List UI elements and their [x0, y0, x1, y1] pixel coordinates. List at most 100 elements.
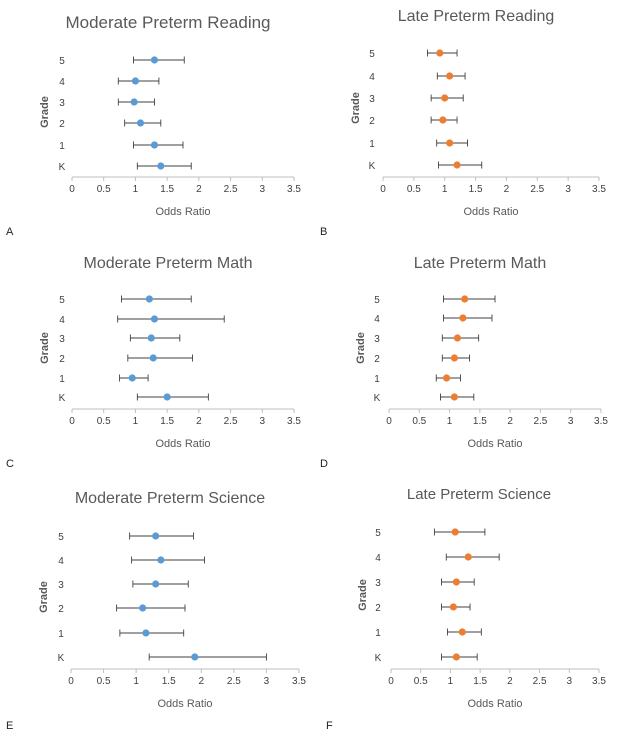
grade-tick-label: 3 [374, 334, 380, 345]
grade-tick-label: 1 [375, 628, 381, 639]
data-point [461, 295, 469, 303]
panel-title: Late Preterm Science [407, 486, 551, 503]
grade-tick-label: 2 [375, 603, 381, 614]
grade-tick-label: 2 [369, 116, 375, 127]
x-tick-label: 3 [568, 416, 574, 427]
grade-tick-label: K [59, 393, 66, 404]
data-point [147, 334, 155, 342]
panel-title: Moderate Preterm Reading [65, 13, 270, 32]
grade-tick-label: 4 [58, 556, 64, 567]
data-point [446, 139, 454, 147]
x-tick-label: 0 [69, 184, 75, 195]
x-tick-label: 3 [565, 184, 571, 195]
panel-letter: F [326, 720, 333, 732]
x-tick-label: 2.5 [224, 416, 238, 427]
data-point [128, 374, 136, 382]
grade-tick-label: 2 [59, 119, 65, 130]
data-point [442, 374, 451, 382]
grade-tick-label: 1 [59, 374, 65, 385]
data-point [439, 116, 447, 124]
grade-tick-label: 3 [375, 578, 381, 589]
y-axis-label: Grade [350, 92, 362, 124]
x-tick-label: 1 [133, 184, 139, 195]
data-point [136, 119, 145, 127]
panel-letter: B [320, 226, 327, 238]
grade-tick-label: 4 [59, 77, 65, 88]
panel-letter: D [320, 458, 328, 470]
x-tick-label: 1 [448, 676, 454, 687]
x-tick-label: 0.5 [97, 416, 111, 427]
y-axis-label: Grade [355, 332, 367, 364]
grade-tick-label: 3 [369, 94, 375, 105]
x-tick-label: 3.5 [592, 184, 606, 195]
x-axis-label: Odds Ratio [467, 438, 522, 450]
grade-tick-label: 1 [369, 139, 375, 150]
panel-letter: C [6, 458, 14, 470]
x-tick-label: 2.5 [533, 416, 547, 427]
x-tick-label: 0.5 [407, 184, 421, 195]
x-tick-label: 3 [567, 676, 573, 687]
data-point [452, 578, 460, 586]
x-tick-label: 3.5 [594, 416, 608, 427]
x-tick-label: 0.5 [412, 416, 426, 427]
x-tick-label: 0.5 [97, 184, 111, 195]
y-axis-label: Grade [39, 332, 51, 364]
x-tick-label: 1 [442, 184, 448, 195]
x-tick-label: 3.5 [287, 184, 301, 195]
data-point [436, 49, 444, 57]
x-axis-label: Odds Ratio [463, 206, 518, 218]
x-tick-label: 2 [196, 416, 202, 427]
x-axis-label: Odds Ratio [155, 438, 210, 450]
x-tick-label: 0.5 [414, 676, 428, 687]
x-tick-label: 1.5 [160, 184, 174, 195]
grade-tick-label: 5 [58, 532, 64, 543]
data-point [152, 580, 160, 588]
x-tick-label: 1.5 [162, 676, 176, 687]
data-point [150, 56, 159, 64]
data-point [458, 628, 466, 636]
data-point [453, 161, 461, 169]
x-tick-label: 3.5 [292, 676, 306, 687]
x-tick-label: 1.5 [473, 416, 487, 427]
grade-tick-label: K [58, 653, 65, 664]
data-point [150, 315, 159, 323]
y-axis-label: Grade [38, 581, 50, 613]
x-tick-label: 2 [507, 676, 513, 687]
data-point [149, 354, 157, 362]
data-point [139, 604, 147, 612]
data-point [441, 94, 449, 102]
x-tick-label: 0 [69, 416, 75, 427]
x-tick-label: 2 [196, 184, 202, 195]
x-tick-label: 3 [264, 676, 270, 687]
x-tick-label: 2 [507, 416, 513, 427]
data-point [459, 314, 467, 322]
data-point [142, 629, 150, 637]
grade-tick-label: 1 [59, 141, 65, 152]
grade-tick-label: 2 [59, 354, 65, 365]
grade-tick-label: 1 [374, 374, 380, 385]
grade-tick-label: 2 [58, 604, 64, 615]
data-point [191, 653, 199, 661]
grade-tick-label: 4 [375, 553, 381, 564]
x-tick-label: 2.5 [227, 676, 241, 687]
data-point [464, 553, 472, 561]
x-tick-label: 3.5 [592, 676, 606, 687]
x-tick-label: 1.5 [160, 416, 174, 427]
data-point [157, 162, 165, 170]
x-axis-label: Odds Ratio [467, 698, 522, 710]
x-tick-label: 1.5 [473, 676, 487, 687]
x-tick-label: 2.5 [530, 184, 544, 195]
x-tick-label: 0 [380, 184, 386, 195]
grade-tick-label: 4 [374, 314, 380, 325]
grade-tick-label: 5 [374, 295, 380, 306]
data-point [451, 528, 459, 536]
data-point [130, 98, 138, 106]
grade-tick-label: K [369, 161, 376, 172]
panel-title: Moderate Preterm Science [75, 490, 265, 507]
data-point [145, 295, 153, 303]
x-tick-label: 3 [260, 184, 266, 195]
x-tick-label: 0 [68, 676, 74, 687]
panel-letter: A [6, 226, 14, 238]
data-point [450, 354, 459, 362]
